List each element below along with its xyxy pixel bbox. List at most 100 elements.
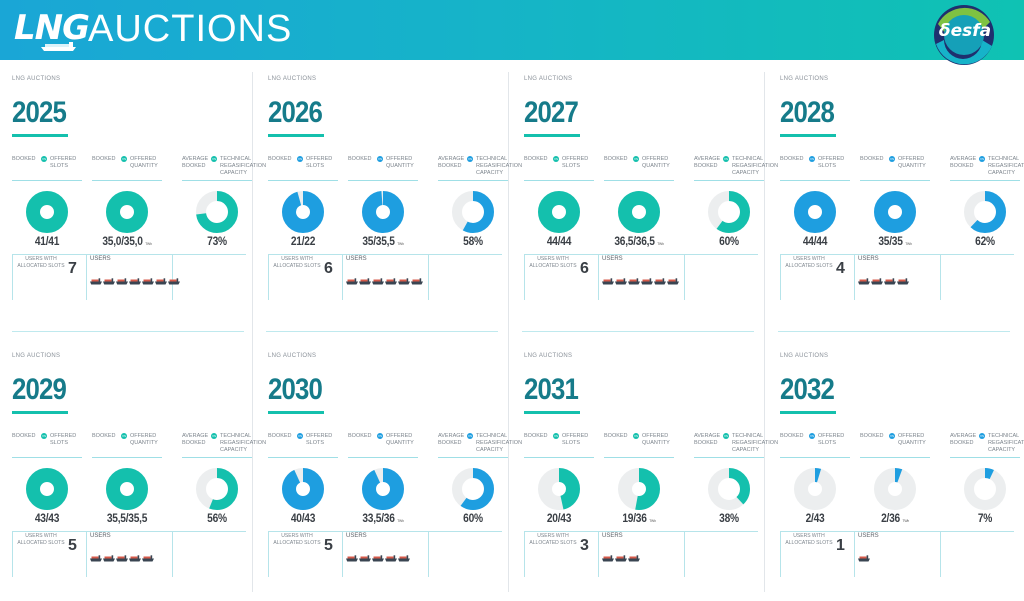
donut-fill [282, 468, 324, 510]
users-count: 6 [324, 260, 333, 277]
quantity-value: 35,5/35,5 [106, 511, 148, 525]
slots-label: BOOKED VS OFFERED SLOTS [268, 433, 333, 446]
quantity-label: BOOKED VS OFFERED QUANTITY [348, 156, 414, 169]
quantity-label: BOOKED VS OFFERED QUANTITY [604, 433, 670, 446]
label-underline [524, 457, 594, 458]
donut-fill [794, 468, 836, 510]
ship-icon [103, 555, 115, 562]
auction-card-2: LNG AUCTIONS 2027 BOOKED VS OFFERED SLOT… [524, 72, 778, 324]
donut-fill [964, 191, 1006, 233]
donut-fill [452, 468, 494, 510]
users-title: USERS [858, 533, 879, 539]
ships-row [90, 549, 155, 567]
label-underline [182, 180, 252, 181]
users-title: USERS [858, 256, 879, 262]
vs-icon: VS [211, 156, 217, 162]
lng-logo: LNG [14, 8, 90, 48]
card-year: 2028 [780, 96, 835, 129]
label-underline [694, 180, 764, 181]
vs-icon: VS [633, 433, 639, 439]
ship-icon [41, 42, 76, 51]
donut-chart [282, 191, 324, 233]
users-box: USERS WITH ALLOCATED SLOTS 7 USERS [12, 254, 246, 300]
card-subtitle: LNG AUCTIONS [780, 76, 829, 82]
ship-icon [667, 278, 679, 285]
year-underline [12, 411, 68, 414]
vs-icon: VS [211, 433, 217, 439]
label-underline [12, 180, 82, 181]
card-year: 2027 [524, 96, 579, 129]
capacity-metric: AVERAGE BOOKED VS TECHNICAL REGASIFICATI… [182, 433, 267, 525]
slots-value: 43/43 [34, 511, 60, 525]
label-underline [780, 457, 850, 458]
card-subtitle: LNG AUCTIONS [268, 353, 317, 359]
donut-fill [538, 468, 580, 510]
donut-chart [964, 191, 1006, 233]
capacity-label: AVERAGE BOOKED VS TECHNICAL REGASIFICATI… [950, 156, 1024, 176]
label-underline [182, 457, 252, 458]
quantity-value: 19/36 TWh [622, 511, 656, 525]
column-divider [508, 72, 509, 592]
label-underline [604, 457, 674, 458]
users-count: 5 [68, 537, 77, 554]
card-subtitle: LNG AUCTIONS [524, 76, 573, 82]
vs-icon: VS [809, 156, 815, 162]
vs-icon: VS [553, 433, 559, 439]
ship-icon [155, 278, 167, 285]
year-underline [780, 134, 836, 137]
capacity-metric: AVERAGE BOOKED VS TECHNICAL REGASIFICATI… [950, 156, 1024, 248]
donut-fill [362, 468, 404, 510]
quantity-metric: BOOKED VS OFFERED QUANTITY 33,5/36 TWh [348, 433, 418, 525]
quantity-value: 35/35 TWh [878, 234, 912, 248]
users-count: 4 [836, 260, 845, 277]
label-underline [348, 457, 418, 458]
capacity-value: 38% [719, 511, 739, 525]
label-underline [950, 457, 1020, 458]
users-title: USERS [602, 533, 623, 539]
ship-icon [884, 278, 896, 285]
capacity-label: AVERAGE BOOKED VS TECHNICAL REGASIFICATI… [182, 433, 267, 453]
slots-metric: BOOKED VS OFFERED SLOTS 21/22 [268, 156, 338, 248]
ships-row [858, 549, 871, 567]
donut-chart [362, 468, 404, 510]
quantity-value: 2/36 TWh [881, 511, 909, 525]
vs-icon: VS [41, 156, 47, 162]
slots-metric: BOOKED VS OFFERED SLOTS 43/43 [12, 433, 82, 525]
slots-metric: BOOKED VS OFFERED SLOTS 20/43 [524, 433, 594, 525]
year-underline [12, 134, 68, 137]
year-underline [268, 134, 324, 137]
ships-row [858, 272, 910, 290]
auction-card-7: LNG AUCTIONS 2032 BOOKED VS OFFERED SLOT… [780, 349, 1024, 601]
capacity-value: 73% [207, 234, 227, 248]
capacity-label: AVERAGE BOOKED VS TECHNICAL REGASIFICATI… [694, 433, 779, 453]
donut-chart [538, 468, 580, 510]
year-underline [268, 411, 324, 414]
capacity-metric: AVERAGE BOOKED VS TECHNICAL REGASIFICATI… [438, 156, 522, 248]
vs-icon: VS [633, 156, 639, 162]
ship-icon [858, 278, 870, 285]
users-title: USERS [346, 256, 367, 262]
users-count: 6 [580, 260, 589, 277]
quantity-value: 36,5/36,5 TWh [614, 234, 664, 248]
donut-chart [282, 468, 324, 510]
card-subtitle: LNG AUCTIONS [524, 353, 573, 359]
donut-chart [362, 191, 404, 233]
auction-card-1: LNG AUCTIONS 2026 BOOKED VS OFFERED SLOT… [268, 72, 522, 324]
donut-fill [618, 191, 660, 233]
slots-value: 2/43 [805, 511, 825, 525]
ship-icon [142, 278, 154, 285]
quantity-value: 35/35,5 TWh [362, 234, 404, 248]
slots-label: BOOKED VS OFFERED SLOTS [268, 156, 333, 169]
donut-fill [618, 468, 660, 510]
donut-chart [452, 468, 494, 510]
ships-row [346, 549, 411, 567]
vs-icon: VS [377, 156, 383, 162]
users-title: USERS [346, 533, 367, 539]
ship-icon [897, 278, 909, 285]
ship-icon [602, 278, 614, 285]
label-underline [12, 457, 82, 458]
capacity-value: 58% [463, 234, 483, 248]
donut-chart [106, 468, 148, 510]
quantity-label: BOOKED VS OFFERED QUANTITY [860, 433, 926, 446]
card-year: 2029 [12, 373, 67, 406]
